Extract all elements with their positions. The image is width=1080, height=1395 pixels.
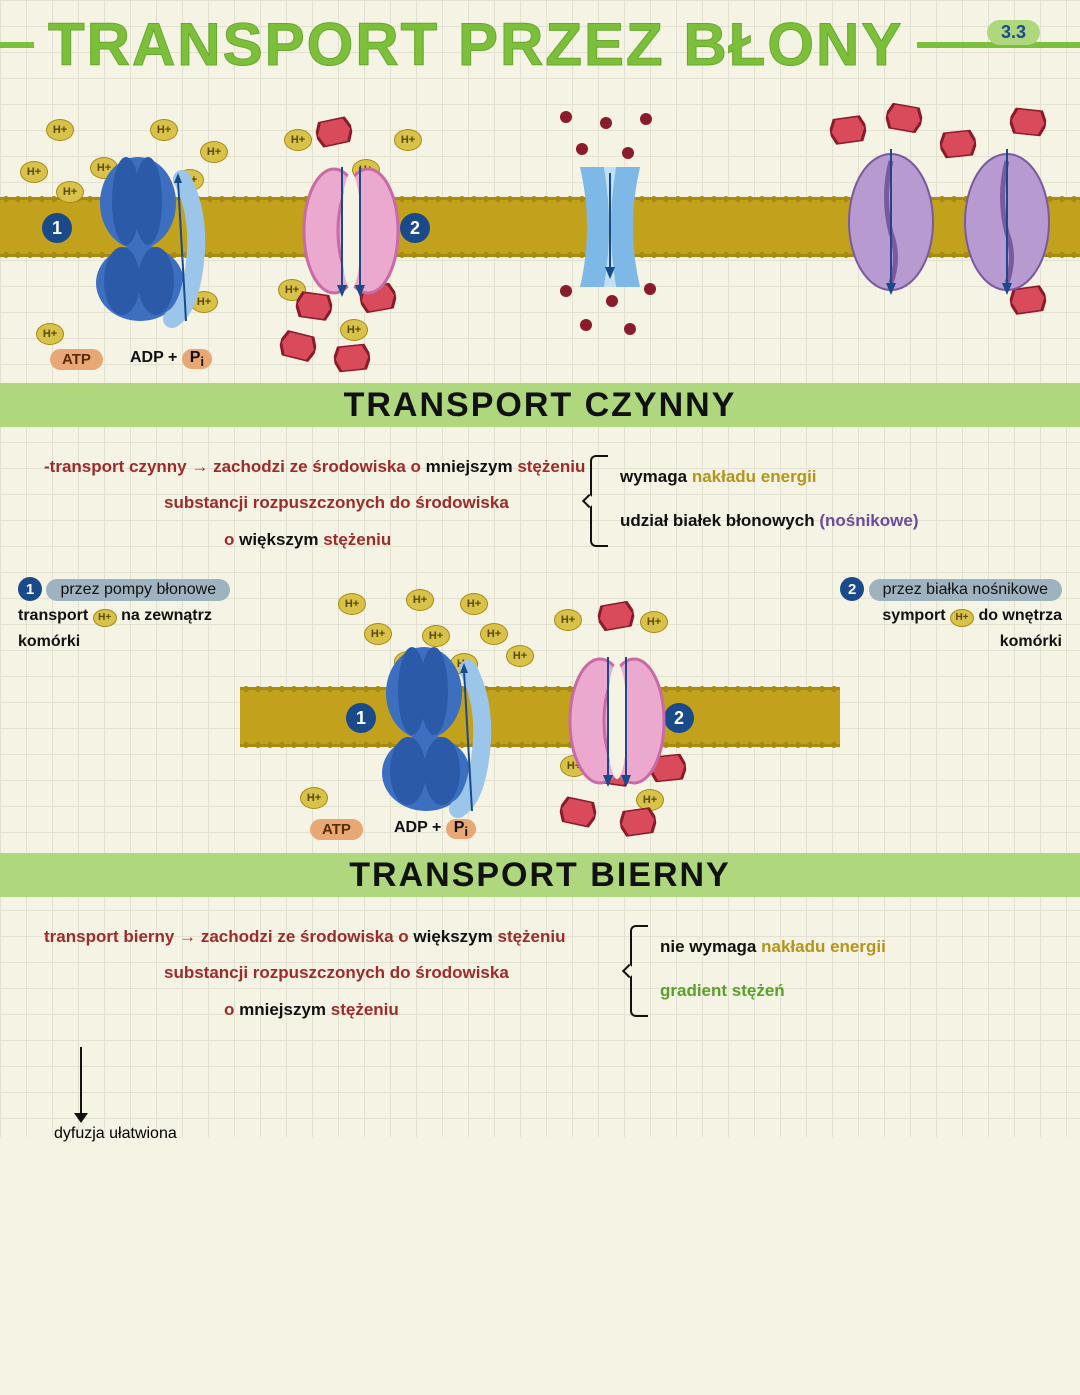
molecule-dot-icon <box>600 117 612 129</box>
hplus-ion: H+ <box>406 589 434 611</box>
title-row: TRANSPORT PRZEZ BŁONY 3.3 <box>0 0 1080 87</box>
hplus-ion: H+ <box>300 787 328 809</box>
molecule-hex-icon <box>277 329 318 363</box>
page-title: TRANSPORT PRZEZ BŁONY <box>34 10 917 79</box>
hplus-ion: H+ <box>56 181 84 203</box>
uniport-protein <box>962 147 1052 297</box>
uniport-icon <box>962 147 1052 297</box>
atp-pump <box>372 641 512 821</box>
membrane <box>240 687 840 747</box>
molecule-hex-icon <box>596 600 636 632</box>
footnote-text: dyfuzja ułatwiona <box>54 1125 177 1143</box>
hplus-ion: H+ <box>394 129 422 151</box>
molecule-hex-icon <box>333 343 372 373</box>
note-line: transport bierny → zachodzi ze środowisk… <box>44 921 1036 953</box>
section-banner-active: TRANSPORT CZYNNY <box>0 383 1080 427</box>
note-line: o mniejszym stężeniu <box>44 994 1036 1026</box>
hplus-ion: H+ <box>640 611 668 633</box>
symport-protein <box>562 641 672 801</box>
note-line: substancji rozpuszczonych do środowiska <box>44 957 1036 989</box>
hplus-ion: H+ <box>20 161 48 183</box>
footnote-arrow: dyfuzja ułatwiona <box>0 1047 1080 1137</box>
molecule-dot-icon <box>606 295 618 307</box>
adp-label: ADP + Pi <box>394 819 476 839</box>
diagram-top: 12H+H+H+H+H+H+H+H+H+H+H+H+H+H+H+ ATPADP … <box>0 87 1080 377</box>
adp-label: ADP + Pi <box>130 349 212 369</box>
hplus-ion: H+ <box>554 609 582 631</box>
molecule-dot-icon <box>640 113 652 125</box>
note-line: -transport czynny → zachodzi ze środowis… <box>44 451 1036 483</box>
note-side-line: nie wymaga nakładu energii <box>660 931 886 963</box>
number-badge: 1 <box>42 213 72 243</box>
hplus-ion: H+ <box>284 129 312 151</box>
note-side-line: wymaga nakładu energii <box>620 461 817 493</box>
chapter-badge: 3.3 <box>987 20 1040 45</box>
atp-pump-icon <box>372 641 512 821</box>
symport-protein <box>296 151 406 311</box>
molecule-hex-icon <box>828 115 867 146</box>
title-rule-left <box>0 42 34 48</box>
molecule-hex-icon <box>1009 107 1048 137</box>
channel-icon <box>570 167 650 287</box>
brace-icon <box>590 455 608 547</box>
molecule-dot-icon <box>622 147 634 159</box>
section-banner-passive: TRANSPORT BIERNY <box>0 853 1080 897</box>
notes-active: -transport czynny → zachodzi ze środowis… <box>0 427 1080 577</box>
hplus-ion: H+ <box>460 593 488 615</box>
uniport-icon <box>846 147 936 297</box>
atp-label: ATP <box>50 349 103 370</box>
arrow-line <box>80 1047 82 1117</box>
note-side-line: gradient stężeń <box>660 975 785 1007</box>
molecule-dot-icon <box>580 319 592 331</box>
hplus-ion: H+ <box>46 119 74 141</box>
hplus-ion: H+ <box>150 119 178 141</box>
atp-label: ATP <box>310 819 363 840</box>
section-heading: TRANSPORT CZYNNY <box>344 386 737 425</box>
molecule-dot-icon <box>624 323 636 335</box>
arrow-head-icon <box>74 1113 88 1123</box>
page: TRANSPORT PRZEZ BŁONY 3.3 12H+H+H+H+H+H+… <box>0 0 1080 1137</box>
molecule-hex-icon <box>618 807 657 838</box>
molecule-dot-icon <box>576 143 588 155</box>
molecule-hex-icon <box>314 116 355 149</box>
note-side-line: udział białek błonowych (nośnikowe) <box>620 505 918 537</box>
atp-pump <box>86 151 226 331</box>
atp-pump-icon <box>86 151 226 331</box>
brace-icon <box>630 925 648 1017</box>
section-heading: TRANSPORT BIERNY <box>349 856 730 895</box>
channel-protein <box>570 167 650 287</box>
molecule-hex-icon <box>884 102 924 134</box>
notes-passive: transport bierny → zachodzi ze środowisk… <box>0 897 1080 1047</box>
hplus-ion: H+ <box>36 323 64 345</box>
symport-icon <box>296 151 406 311</box>
hplus-ion: H+ <box>338 593 366 615</box>
hplus-ion: H+ <box>340 319 368 341</box>
symport-icon <box>562 641 672 801</box>
uniport-protein <box>846 147 936 297</box>
diagram-mid: 12H+H+H+H+H+H+H+H+H+H+H+H+H+H+H+ ATPADP … <box>0 587 1080 847</box>
molecule-dot-icon <box>560 111 572 123</box>
